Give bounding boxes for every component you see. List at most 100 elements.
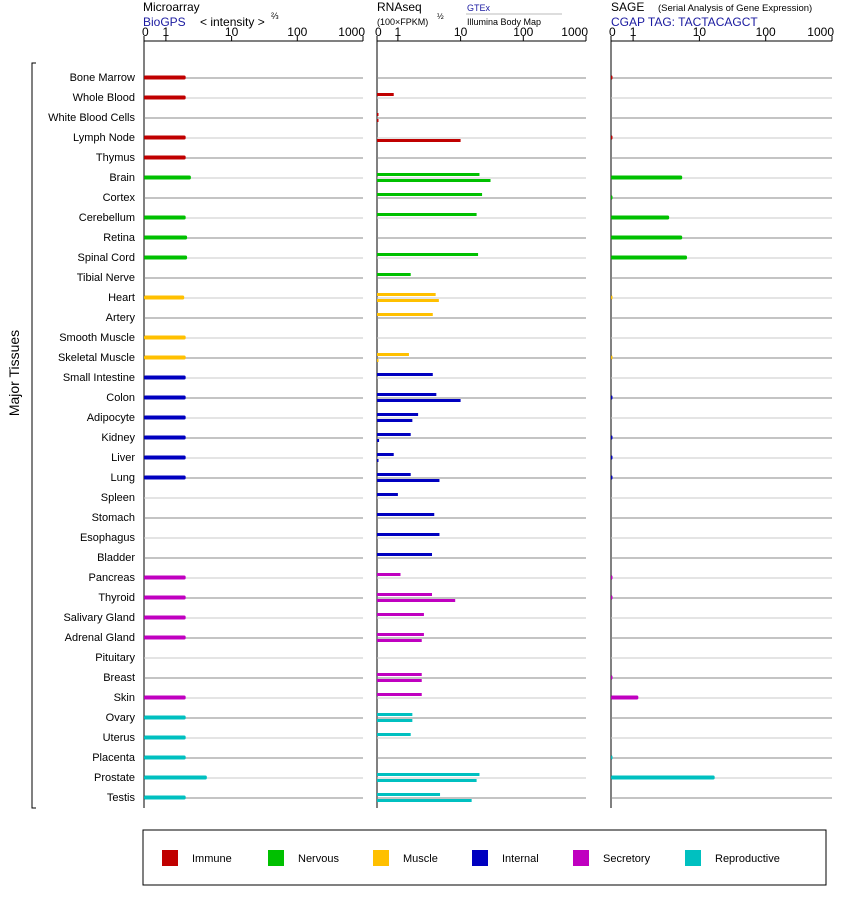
tissue-label: Skin [114, 692, 135, 704]
rnaseq-bar-gtex [377, 373, 433, 376]
rnaseq-bar-gtex [377, 253, 479, 256]
tissue-label: Whole Blood [73, 92, 135, 104]
sage-tick-label: 10 [693, 25, 707, 39]
microarray-bar [144, 595, 186, 600]
tissue-label: Ovary [106, 712, 136, 724]
y-group-label: Major Tissues [6, 330, 22, 416]
sage-bar [611, 675, 613, 680]
tissue-label: Kidney [101, 432, 135, 444]
tissue-row: Cerebellum [79, 212, 832, 224]
tissue-label: White Blood Cells [48, 112, 135, 124]
sage-bar [611, 395, 613, 400]
rnaseq-title: RNAseq [377, 0, 422, 14]
rnaseq-bar-ibm [377, 719, 413, 722]
legend-item: Immune [162, 850, 232, 866]
sage-subtitle: (Serial Analysis of Gene Expression) [658, 3, 812, 14]
rnaseq-units-exponent: ½ [437, 12, 444, 21]
rnaseq-bar-gtex [377, 673, 422, 676]
microarray-bar [144, 355, 186, 360]
tissue-label: Uterus [103, 732, 136, 744]
tissue-row: Salivary Gland [63, 612, 832, 624]
sage-bar [611, 575, 613, 580]
rnaseq-bar-gtex [377, 93, 394, 96]
tissue-label: Brain [109, 172, 135, 184]
microarray-tick-label: 0 [142, 25, 149, 39]
tissue-label: Stomach [92, 512, 135, 524]
rnaseq-bar-gtex [377, 733, 411, 736]
tissue-row: Brain [109, 172, 832, 184]
tissue-row: Colon [106, 392, 832, 404]
legend-label: Internal [502, 853, 539, 865]
tissue-label: Tibial Nerve [77, 272, 135, 284]
legend-item: Internal [472, 850, 539, 866]
tissue-label: Skeletal Muscle [58, 352, 135, 364]
sage-bar [611, 355, 613, 360]
tissue-label: Pituitary [95, 652, 135, 664]
rnaseq-bar-gtex [377, 213, 477, 216]
rnaseq-bar-ibm [377, 459, 379, 462]
microarray-bar [144, 95, 186, 100]
tissue-row: Adipocyte [87, 412, 832, 424]
legend-swatch [162, 850, 178, 866]
tissue-row: Heart [108, 292, 832, 304]
tissue-row: Skeletal Muscle [58, 352, 832, 364]
microarray-bar [144, 255, 188, 260]
microarray-tick-label: 1000 [338, 25, 365, 39]
rnaseq-bar-gtex [377, 773, 480, 776]
legend-item: Secretory [573, 850, 651, 866]
rnaseq-bar-gtex [377, 453, 394, 456]
legend: Immune Nervous Muscle Internal Secretory Repr… [162, 850, 780, 866]
rnaseq-bar-ibm [377, 359, 379, 362]
sage-tick-label: 0 [609, 25, 616, 39]
legend-item: Reproductive [685, 850, 780, 866]
y-group-bracket [31, 62, 36, 809]
legend-box [142, 829, 827, 886]
microarray-bar [144, 375, 186, 380]
rnaseq-bar-gtex [377, 713, 413, 716]
tissue-label: Heart [108, 292, 135, 304]
rnaseq-bar-ibm [377, 779, 477, 782]
rnaseq-bar-gtex [377, 633, 424, 636]
microarray-scale-exponent: ⅔ [271, 11, 279, 21]
microarray-bar [144, 415, 186, 420]
microarray-bar [144, 155, 186, 160]
rnaseq-bar-gtex [377, 193, 483, 196]
tissue-row: Placenta [92, 752, 832, 764]
sage-bar [611, 695, 639, 700]
tissue-row: Stomach [92, 512, 832, 524]
rnaseq-tick-label: 1 [395, 25, 402, 39]
microarray-bar [144, 395, 186, 400]
rnaseq-bar-gtex [377, 173, 480, 176]
sage-bar [611, 255, 687, 260]
tissue-row: Esophagus [80, 532, 832, 544]
rnaseq-legend-ibm: Illumina Body Map [467, 17, 541, 27]
microarray-bar [144, 795, 186, 800]
rnaseq-bar-gtex [377, 693, 422, 696]
rnaseq-bar-gtex [377, 533, 440, 536]
rnaseq-tick-label: 1000 [561, 25, 588, 39]
tissue-label: Lung [111, 472, 135, 484]
microarray-bar [144, 775, 207, 780]
rnaseq-bar-ibm [377, 399, 461, 402]
tissue-row: Small Intestine [63, 372, 832, 384]
legend-swatch [573, 850, 589, 866]
legend-swatch [373, 850, 389, 866]
sage-bar [611, 475, 613, 480]
legend-label: Nervous [298, 853, 339, 865]
sage-bar [611, 435, 613, 440]
sage-bar [611, 775, 715, 780]
sage-bar [611, 235, 683, 240]
tissue-row: Spinal Cord [78, 252, 832, 264]
tissue-row: Spleen [101, 492, 832, 504]
rnaseq-bar-gtex [377, 393, 437, 396]
microarray-subtitle: BioGPS [143, 15, 186, 29]
rnaseq-axis: 0 1 10 100 1000 [375, 25, 588, 808]
rnaseq-bar-gtex [377, 353, 409, 356]
microarray-bar [144, 335, 186, 340]
sage-bar [611, 455, 613, 460]
sage-title: SAGE [611, 0, 644, 14]
tissue-row: Lung [111, 472, 832, 484]
microarray-tick-label: 100 [287, 25, 307, 39]
legend-item: Muscle [373, 850, 438, 866]
tissue-row: Uterus [103, 732, 832, 744]
